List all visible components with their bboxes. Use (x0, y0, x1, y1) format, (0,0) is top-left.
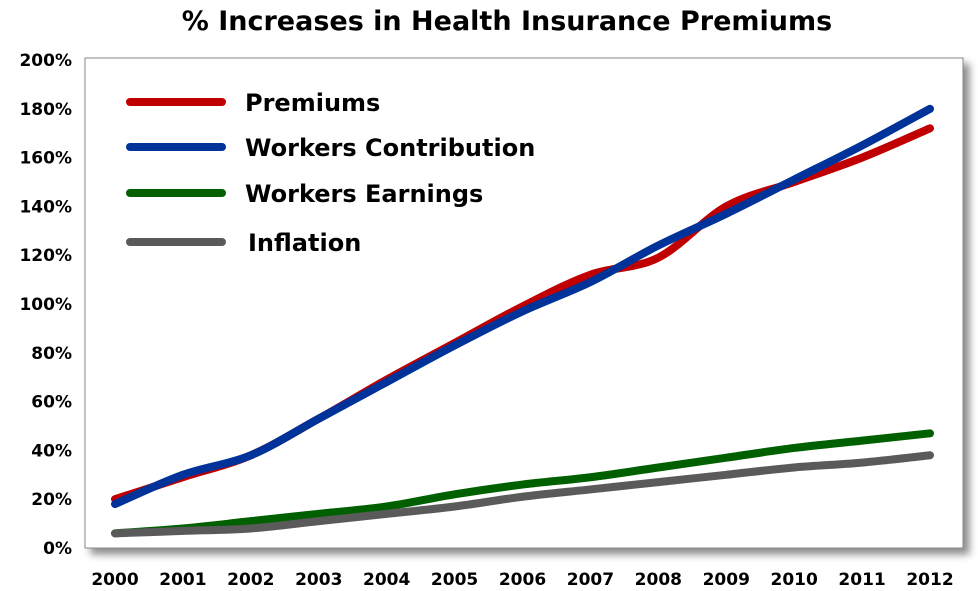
y-tick-label: 180% (19, 100, 72, 120)
y-tick-label: 120% (19, 246, 72, 266)
chart-title: % Increases in Health Insurance Premiums (182, 6, 832, 37)
x-tick-label: 2009 (703, 570, 750, 590)
legend-label: Inflation (248, 229, 361, 257)
legend-label: Workers Contribution (245, 134, 535, 162)
series-line-inflation (111, 451, 934, 538)
y-tick-label: 200% (19, 51, 72, 71)
series-line-workers-earnings (111, 429, 934, 538)
x-tick-label: 2011 (838, 570, 885, 590)
x-tick-label: 2006 (499, 570, 546, 590)
x-tick-label: 2008 (635, 570, 682, 590)
x-tick-label: 2003 (295, 570, 342, 590)
y-tick-label: 160% (19, 149, 72, 169)
x-tick-label: 2000 (91, 570, 138, 590)
x-tick-label: 2002 (227, 570, 274, 590)
legend-label: Premiums (245, 89, 380, 117)
series-line-workers-contribution (111, 104, 934, 509)
x-tick-label: 2001 (159, 570, 206, 590)
y-tick-label: 60% (31, 393, 72, 413)
x-tick-label: 2007 (567, 570, 614, 590)
y-tick-label: 80% (31, 344, 72, 364)
y-tick-label: 0% (43, 539, 72, 559)
x-tick-label: 2012 (906, 570, 953, 590)
x-tick-label: 2010 (771, 570, 818, 590)
legend-label: Workers Earnings (245, 180, 483, 208)
x-tick-label: 2004 (363, 570, 410, 590)
y-tick-label: 20% (31, 490, 72, 510)
x-tick-label: 2005 (431, 570, 478, 590)
y-tick-label: 40% (31, 441, 72, 461)
y-tick-label: 100% (19, 295, 72, 315)
y-tick-label: 140% (19, 197, 72, 217)
